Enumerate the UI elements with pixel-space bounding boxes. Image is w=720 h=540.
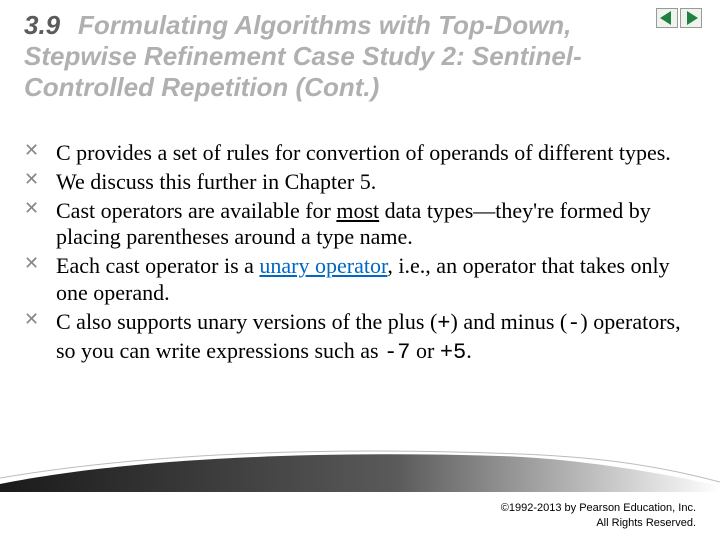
bullet-icon: ✕ xyxy=(24,140,56,161)
bullet-icon: ✕ xyxy=(24,253,56,274)
bullet-icon: ✕ xyxy=(24,309,56,330)
bullet-text: Cast operators are available for most da… xyxy=(56,198,692,252)
bullet-list: ✕C provides a set of rules for convertio… xyxy=(24,140,692,369)
copyright-line1: ©1992-2013 by Pearson Education, Inc. xyxy=(0,501,696,515)
next-arrow-icon[interactable] xyxy=(680,8,702,28)
slide-title: 3.9 Formulating Algorithms with Top-Down… xyxy=(24,10,660,102)
bullet-text: We discuss this further in Chapter 5. xyxy=(56,169,692,196)
list-item: ✕We discuss this further in Chapter 5. xyxy=(24,169,692,196)
bullet-text: Each cast operator is a unary operator, … xyxy=(56,253,692,307)
slide: 3.9 Formulating Algorithms with Top-Down… xyxy=(0,0,720,540)
bullet-icon: ✕ xyxy=(24,198,56,219)
copyright-line2: All Rights Reserved. xyxy=(0,516,696,530)
list-item: ✕Each cast operator is a unary operator,… xyxy=(24,253,692,307)
bullet-text: C also supports unary versions of the pl… xyxy=(56,309,692,367)
bullet-text: C provides a set of rules for convertion… xyxy=(56,140,692,167)
list-item: ✕C also supports unary versions of the p… xyxy=(24,309,692,367)
footer-swoosh xyxy=(0,448,720,492)
copyright: ©1992-2013 by Pearson Education, Inc. Al… xyxy=(0,501,696,530)
title-text: Formulating Algorithms with Top-Down, St… xyxy=(24,10,582,102)
list-item: ✕C provides a set of rules for convertio… xyxy=(24,140,692,167)
list-item: ✕Cast operators are available for most d… xyxy=(24,198,692,252)
section-number: 3.9 xyxy=(24,10,60,40)
nav-arrows xyxy=(656,8,702,28)
bullet-icon: ✕ xyxy=(24,169,56,190)
